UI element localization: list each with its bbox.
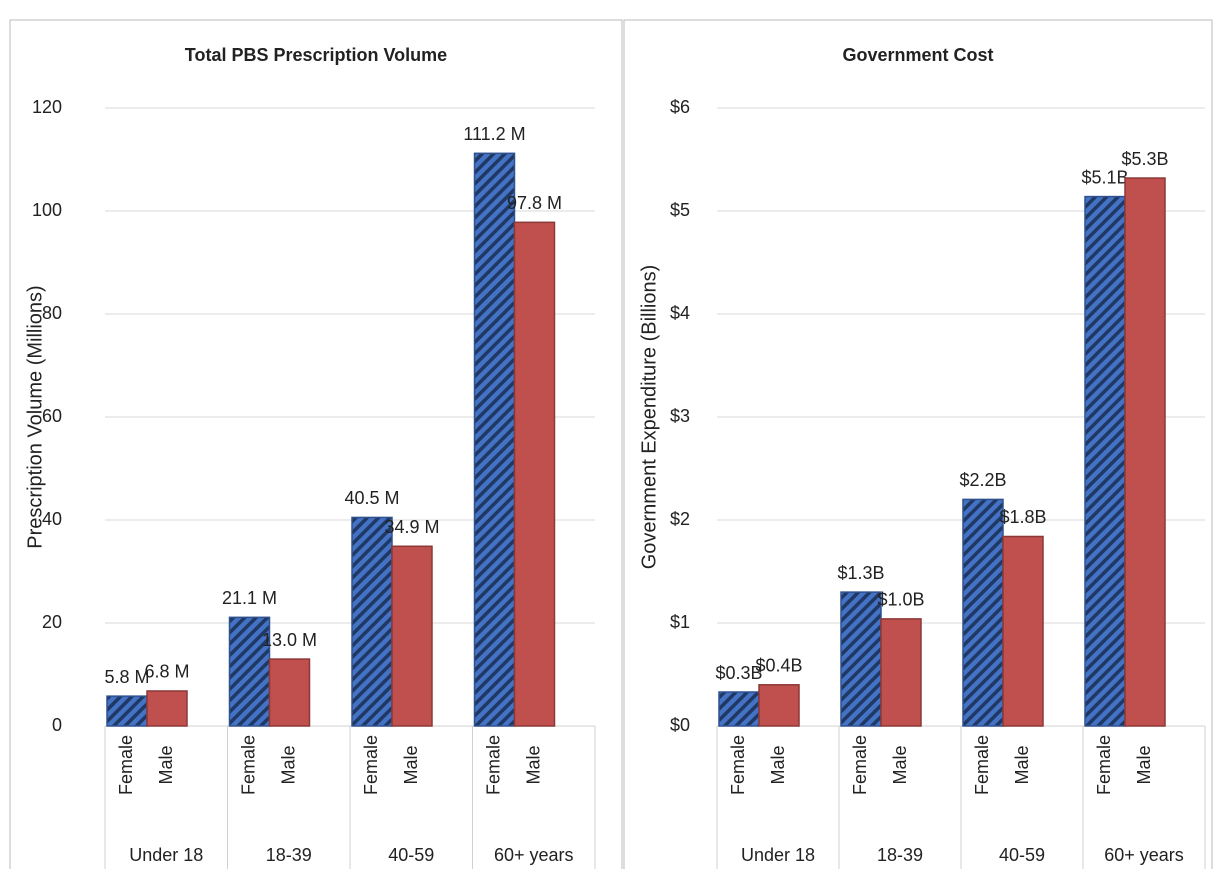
bar xyxy=(106,695,148,727)
y-tick-label: $3 xyxy=(670,406,690,426)
bar xyxy=(840,591,882,727)
chart-title: Government Cost xyxy=(842,45,993,65)
bar xyxy=(473,152,516,727)
y-tick-label: 80 xyxy=(42,303,62,323)
x-group-label: Under 18 xyxy=(129,845,203,865)
y-tick-label: $2 xyxy=(670,509,690,529)
bar xyxy=(513,221,556,727)
x-sub-label: Male xyxy=(768,745,788,784)
y-axis-label: Prescription Volume (Millions) xyxy=(24,285,46,548)
value-label: $0.4B xyxy=(755,656,802,676)
y-tick-label: 40 xyxy=(42,509,62,529)
x-sub-label: Male xyxy=(1134,745,1154,784)
value-label: 34.9 M xyxy=(384,517,439,537)
x-sub-label: Male xyxy=(890,745,910,784)
value-label: $2.2B xyxy=(959,470,1006,490)
value-label: 111.2 M xyxy=(463,124,525,144)
y-tick-label: 60 xyxy=(42,406,62,426)
bar xyxy=(268,658,311,727)
x-sub-label: Male xyxy=(523,745,543,784)
value-label: $1.8B xyxy=(999,507,1046,527)
x-group-label: 18-39 xyxy=(266,845,312,865)
y-tick-label: 0 xyxy=(52,715,62,735)
x-sub-label: Female xyxy=(850,735,870,795)
y-tick-label: 20 xyxy=(42,612,62,632)
value-label: $5.1B xyxy=(1081,167,1128,187)
value-label: 6.8 M xyxy=(144,662,189,682)
y-tick-label: $6 xyxy=(670,97,690,117)
chart-title: Total PBS Prescription Volume xyxy=(185,45,447,65)
bar xyxy=(1084,195,1126,727)
value-label: 97.8 M xyxy=(507,193,562,213)
value-label: $1.3B xyxy=(837,563,884,583)
value-label: 13.0 M xyxy=(262,630,317,650)
bar xyxy=(351,516,393,727)
bar xyxy=(758,684,800,727)
panel-border xyxy=(623,19,1213,869)
y-axis-label: Government Expenditure (Billions) xyxy=(638,265,660,570)
bar xyxy=(962,498,1004,727)
y-tick-label: $1 xyxy=(670,612,690,632)
value-label: $1.0B xyxy=(877,590,924,610)
value-label: 40.5 M xyxy=(344,488,399,508)
value-label: $0.3B xyxy=(715,663,762,683)
x-sub-label: Female xyxy=(361,735,381,795)
y-tick-label: $5 xyxy=(670,200,690,220)
x-sub-label: Female xyxy=(972,735,992,795)
x-group-label: 60+ years xyxy=(1104,845,1184,865)
y-tick-label: $4 xyxy=(670,303,690,323)
x-sub-label: Female xyxy=(116,735,136,795)
x-group-label: 18-39 xyxy=(877,845,923,865)
value-label: 5.8 M xyxy=(104,667,149,687)
bar xyxy=(880,618,922,727)
x-sub-label: Female xyxy=(483,735,503,795)
value-label: 21.1 M xyxy=(222,588,277,608)
bar xyxy=(391,545,433,727)
bar xyxy=(1002,535,1044,727)
bar xyxy=(146,690,188,727)
x-group-label: 40-59 xyxy=(388,845,434,865)
bar xyxy=(1124,177,1166,727)
y-tick-label: 100 xyxy=(32,200,62,220)
x-sub-label: Female xyxy=(728,735,748,795)
x-group-label: 60+ years xyxy=(494,845,574,865)
x-sub-label: Female xyxy=(238,735,258,795)
x-sub-label: Male xyxy=(156,745,176,784)
x-sub-label: Male xyxy=(278,745,298,784)
x-sub-label: Female xyxy=(1094,735,1114,795)
bar xyxy=(718,691,760,727)
x-group-label: Under 18 xyxy=(741,845,815,865)
panel-border xyxy=(9,19,623,869)
y-tick-label: 120 xyxy=(32,97,62,117)
y-tick-label: $0 xyxy=(670,715,690,735)
value-label: $5.3B xyxy=(1121,149,1168,169)
x-group-label: 40-59 xyxy=(999,845,1045,865)
x-sub-label: Male xyxy=(1012,745,1032,784)
x-sub-label: Male xyxy=(401,745,421,784)
